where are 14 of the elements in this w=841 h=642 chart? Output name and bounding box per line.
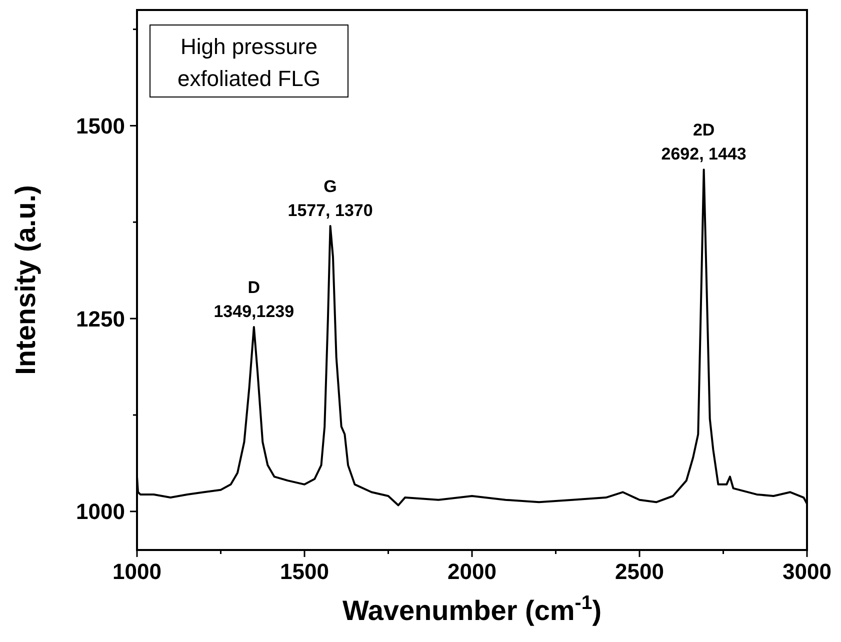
annotation: G 1577, 1370 (288, 177, 373, 220)
x-tick-label: 1000 (112, 559, 162, 584)
y-tick-label: 1500 (76, 113, 125, 138)
y-tick-label: 1250 (76, 306, 125, 332)
x-tick-label: 1500 (280, 559, 329, 584)
x-tick-label: 2000 (448, 559, 496, 584)
y-tick-label: 1000 (76, 499, 125, 524)
x-axis-title: Wavenumber (cm$^{-1}$) (342, 592, 602, 626)
x-tick-label: 3000 (782, 559, 832, 584)
x-tick-label: 2500 (615, 559, 664, 584)
annotation: High pressure exfoliated FLG (177, 34, 321, 91)
annotation: D 1349,1239 (214, 278, 294, 322)
y-axis-title: Intensity (a.u.) (10, 185, 41, 375)
annotation: 2D 2692, 1443 (661, 120, 746, 164)
